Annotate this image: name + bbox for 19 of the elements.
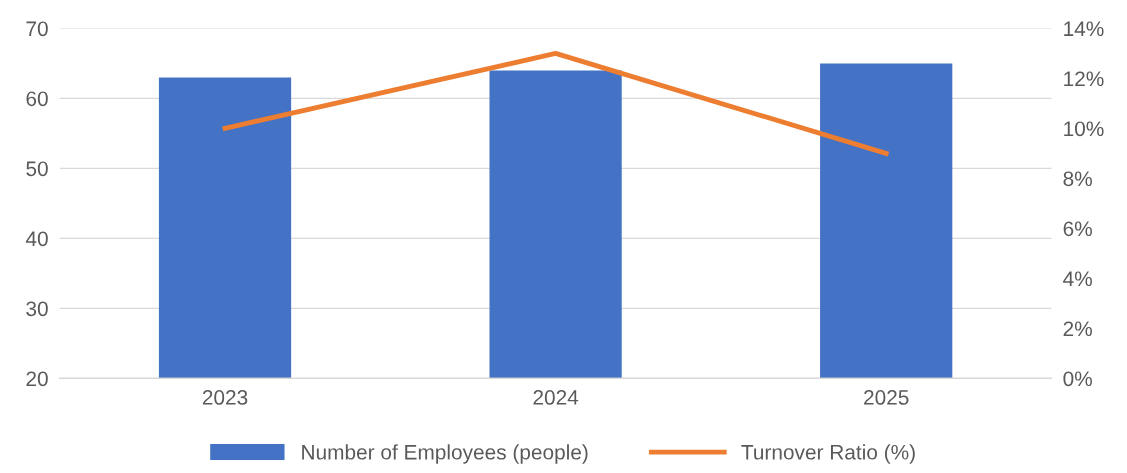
y-tick-label: 50 (26, 161, 48, 177)
y2-tick-label: 12% (1064, 71, 1104, 87)
y2-tick-label: 6% (1063, 221, 1092, 237)
y-tick-label: 20 (26, 371, 48, 387)
y-tick-label: 30 (26, 301, 48, 317)
legend-label: Number of Employees (people) (302, 444, 588, 464)
y2-tick-label: 8% (1063, 171, 1092, 187)
y2-tick-label: 10% (1064, 121, 1104, 137)
x-tick-label: 2025 (864, 390, 909, 405)
y2-tick-label: 14% (1064, 21, 1104, 37)
y-tick-label: 60 (26, 91, 48, 107)
y2-tick-label: 2% (1063, 321, 1092, 337)
x-tick-label: 2024 (533, 390, 579, 405)
legend-label: Turnover Ratio (%) (741, 444, 915, 464)
x-tick-label: 2023 (202, 390, 248, 405)
y2-tick-label: 4% (1063, 271, 1092, 287)
y-tick-label: 70 (26, 21, 48, 37)
y2-tick-label: 0% (1063, 371, 1092, 387)
y-tick-label: 40 (25, 231, 48, 247)
